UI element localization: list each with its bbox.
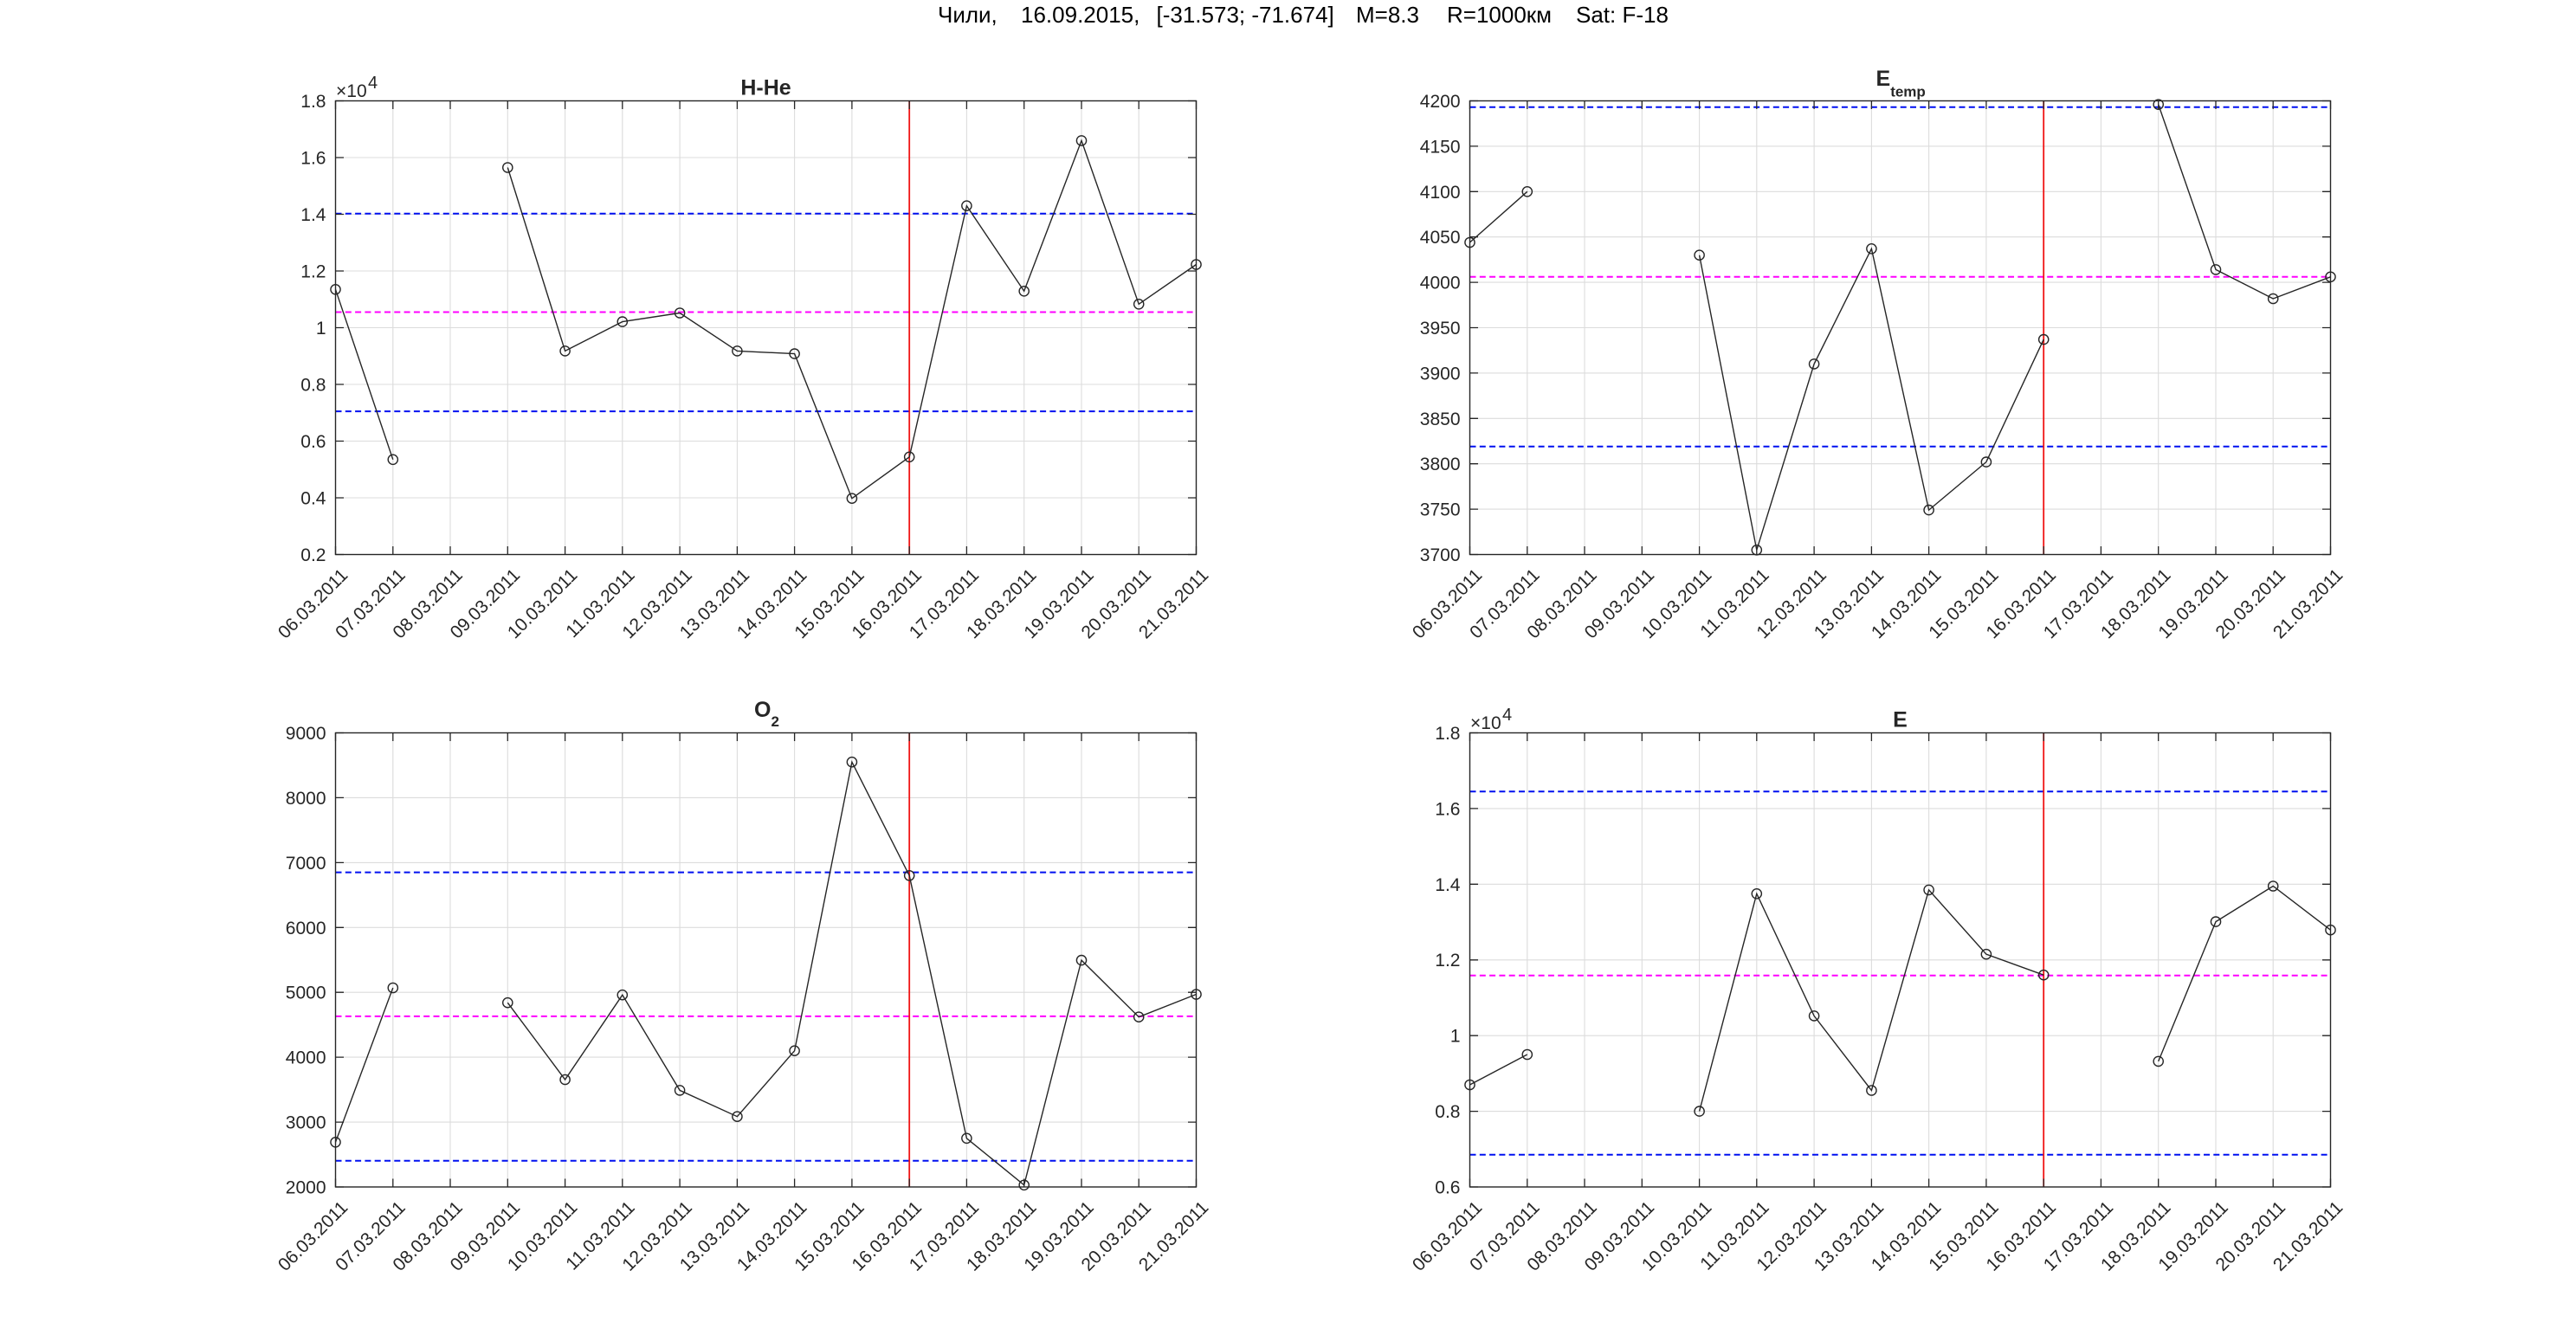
svg-text:4000: 4000 xyxy=(1420,274,1461,293)
svg-text:0.6: 0.6 xyxy=(300,432,326,452)
svg-text:4150: 4150 xyxy=(1420,137,1461,157)
svg-text:16.09.2015,: 16.09.2015, xyxy=(1021,2,1140,28)
svg-text:1.2: 1.2 xyxy=(1435,951,1460,971)
svg-text:4100: 4100 xyxy=(1420,183,1461,203)
svg-text:R=1000км: R=1000км xyxy=(1447,2,1552,28)
svg-text:0.8: 0.8 xyxy=(1435,1102,1460,1122)
svg-text:3900: 3900 xyxy=(1420,364,1461,384)
svg-text:4050: 4050 xyxy=(1420,228,1461,248)
svg-text:7000: 7000 xyxy=(286,854,326,874)
svg-text:4000: 4000 xyxy=(286,1048,326,1068)
svg-text:4200: 4200 xyxy=(1420,92,1461,112)
svg-text:9000: 9000 xyxy=(286,724,326,744)
svg-text:4: 4 xyxy=(1502,706,1512,725)
svg-text:3700: 3700 xyxy=(1420,545,1461,565)
svg-text:[-31.573; -71.674]: [-31.573; -71.674] xyxy=(1157,2,1334,28)
svg-text:3800: 3800 xyxy=(1420,455,1461,474)
svg-text:5000: 5000 xyxy=(286,984,326,1003)
svg-text:0.4: 0.4 xyxy=(300,489,326,509)
svg-text:1: 1 xyxy=(316,319,326,339)
svg-text:1.4: 1.4 xyxy=(1435,875,1461,895)
svg-text:3850: 3850 xyxy=(1420,410,1461,429)
svg-text:Sat: F-18: Sat: F-18 xyxy=(1576,2,1669,28)
svg-text:×10: ×10 xyxy=(336,81,367,101)
svg-text:0.2: 0.2 xyxy=(300,545,326,565)
svg-text:H-He: H-He xyxy=(740,76,791,100)
svg-text:1.2: 1.2 xyxy=(300,262,326,282)
svg-text:1.8: 1.8 xyxy=(1435,724,1460,744)
svg-text:1.4: 1.4 xyxy=(300,205,326,225)
svg-text:1.8: 1.8 xyxy=(300,92,326,112)
svg-text:0.6: 0.6 xyxy=(1435,1178,1460,1198)
svg-text:1.6: 1.6 xyxy=(1435,799,1460,819)
svg-text:E: E xyxy=(1893,708,1908,732)
svg-text:M=8.3: M=8.3 xyxy=(1356,2,1419,28)
svg-text:2000: 2000 xyxy=(286,1178,326,1198)
svg-text:3000: 3000 xyxy=(286,1113,326,1133)
svg-text:Чили,: Чили, xyxy=(938,2,997,28)
svg-text:8000: 8000 xyxy=(286,789,326,809)
svg-text:1: 1 xyxy=(1450,1027,1461,1047)
svg-text:6000: 6000 xyxy=(286,919,326,938)
svg-text:×10: ×10 xyxy=(1470,713,1501,733)
svg-text:4: 4 xyxy=(368,74,378,93)
svg-text:0.8: 0.8 xyxy=(300,376,326,396)
svg-text:1.6: 1.6 xyxy=(300,149,326,169)
svg-text:3750: 3750 xyxy=(1420,500,1461,520)
svg-text:3950: 3950 xyxy=(1420,319,1461,339)
